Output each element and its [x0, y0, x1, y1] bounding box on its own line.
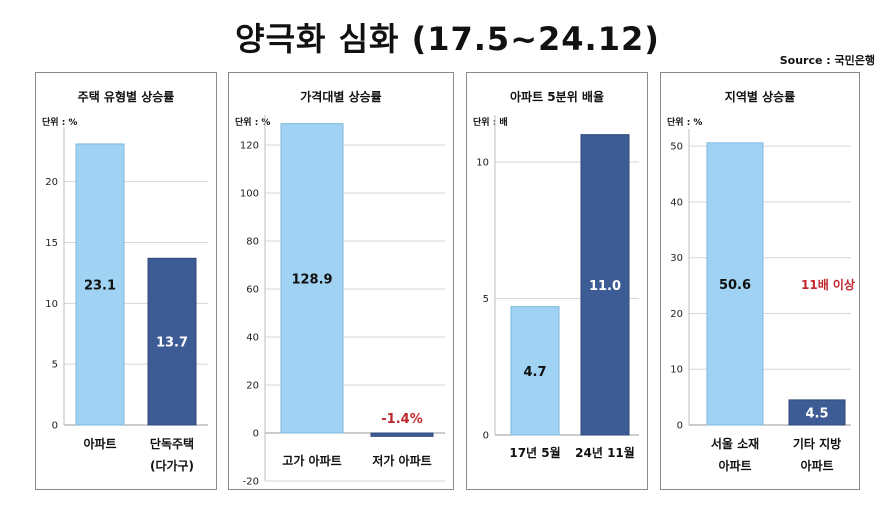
y-tick-label: 30 [670, 253, 683, 264]
y-tick-label: 5 [52, 360, 58, 371]
bar [370, 432, 434, 437]
unit-label: 단위 : 배 [473, 116, 508, 128]
category-label: 아파트 [83, 436, 116, 451]
unit-label: 단위 : % [235, 116, 270, 128]
category-label: 24년 11월 [575, 445, 635, 460]
unit-label: 단위 : % [667, 116, 702, 128]
y-tick-label: 0 [483, 431, 489, 442]
y-tick-label: -20 [243, 477, 259, 488]
bar [280, 123, 344, 434]
main-title: 양극화 심화 (17.5~24.12) [235, 20, 660, 58]
data-label: 128.9 [291, 272, 332, 287]
bar [580, 134, 630, 436]
bar [510, 306, 560, 436]
chart-title: 가격대별 상승률 [300, 89, 381, 104]
y-tick-label: 10 [476, 157, 489, 168]
y-tick-label: 20 [670, 309, 683, 320]
panel-quintile-ratio: 아파트 5분위 배율 단위 : 배 0 5 10 4.7 17년 5월 11.0 24년 11월 [466, 72, 648, 490]
y-tick-label: 100 [240, 189, 259, 200]
y-tick-label: 10 [670, 365, 683, 376]
unit-label: 단위 : % [42, 116, 77, 128]
y-tick-label: 60 [246, 285, 259, 296]
category-label: 고가 아파트 [282, 453, 341, 468]
data-label: 13.7 [156, 336, 188, 351]
panel-housing-type: 주택 유형별 상승률 단위 : % 0 5 10 15 20 23.1 아파트 13.7 단독주택 (… [35, 72, 217, 490]
category-label: 단독주택 [150, 436, 194, 451]
category-label: 서울 소재 [711, 436, 759, 451]
y-tick-label: 15 [45, 238, 58, 249]
bar [147, 257, 197, 426]
category-label: 아파트 [800, 458, 833, 473]
y-tick-label: 0 [52, 421, 58, 432]
y-tick-label: 20 [45, 177, 58, 188]
y-tick-label: 0 [677, 421, 683, 432]
y-tick-label: 50 [670, 142, 683, 153]
y-tick-label: 120 [240, 141, 259, 152]
data-label: 4.7 [523, 365, 546, 380]
bar [75, 143, 125, 426]
category-label: 17년 5월 [509, 445, 560, 460]
data-label: 23.1 [84, 278, 116, 293]
category-label: (다가구) [150, 458, 194, 473]
category-label: 아파트 [718, 458, 751, 473]
data-label: -1.4% [381, 412, 422, 427]
y-tick-label: 10 [45, 299, 58, 310]
y-tick-label: 40 [246, 333, 259, 344]
data-label: 4.5 [805, 406, 828, 421]
y-tick-label: 20 [246, 381, 259, 392]
chart-title: 아파트 5분위 배율 [510, 89, 604, 104]
source-label: Source : 국민은행 [779, 54, 875, 67]
bar [706, 142, 764, 426]
y-tick-label: 5 [483, 294, 489, 305]
chart-title: 주택 유형별 상승률 [78, 89, 175, 104]
bar [788, 399, 846, 426]
y-tick-label: 80 [246, 237, 259, 248]
category-label: 저가 아파트 [372, 453, 431, 468]
data-label: 50.6 [719, 278, 751, 293]
chart-title: 지역별 상승률 [725, 89, 795, 104]
category-label: 기타 지방 [793, 436, 841, 451]
y-tick-label: 0 [253, 429, 259, 440]
data-label: 11.0 [589, 279, 621, 294]
annotation-label: 11배 이상 차이 [801, 277, 859, 292]
y-tick-label: 40 [670, 197, 683, 208]
